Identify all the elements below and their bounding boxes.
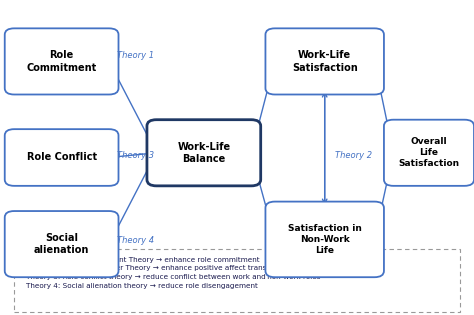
Text: Social
alienation: Social alienation <box>34 233 89 255</box>
Text: Work-Life
Balance: Work-Life Balance <box>177 141 230 164</box>
FancyBboxPatch shape <box>265 28 384 94</box>
Text: Theory 1: Role commitment Theory → enhance role commitment
Theory 2: Positive sp: Theory 1: Role commitment Theory → enhan… <box>26 257 320 289</box>
Text: Role Conflict: Role Conflict <box>27 152 97 163</box>
FancyBboxPatch shape <box>147 120 261 186</box>
Text: Overall
Life
Satisfaction: Overall Life Satisfaction <box>399 137 459 169</box>
Text: Theory 2: Theory 2 <box>335 152 372 160</box>
Text: Satisfaction in
Non-Work
Life: Satisfaction in Non-Work Life <box>288 224 362 255</box>
Bar <box>14 249 460 312</box>
Text: Role
Commitment: Role Commitment <box>27 50 97 73</box>
Text: Work-Life
Satisfaction: Work-Life Satisfaction <box>292 50 357 73</box>
FancyBboxPatch shape <box>5 129 118 186</box>
Text: Theory 1: Theory 1 <box>117 51 154 60</box>
FancyBboxPatch shape <box>384 120 474 186</box>
Text: Theory 4: Theory 4 <box>117 237 154 245</box>
FancyBboxPatch shape <box>5 211 118 277</box>
FancyBboxPatch shape <box>5 28 118 94</box>
Text: Theory 3: Theory 3 <box>117 152 154 160</box>
FancyBboxPatch shape <box>265 202 384 277</box>
